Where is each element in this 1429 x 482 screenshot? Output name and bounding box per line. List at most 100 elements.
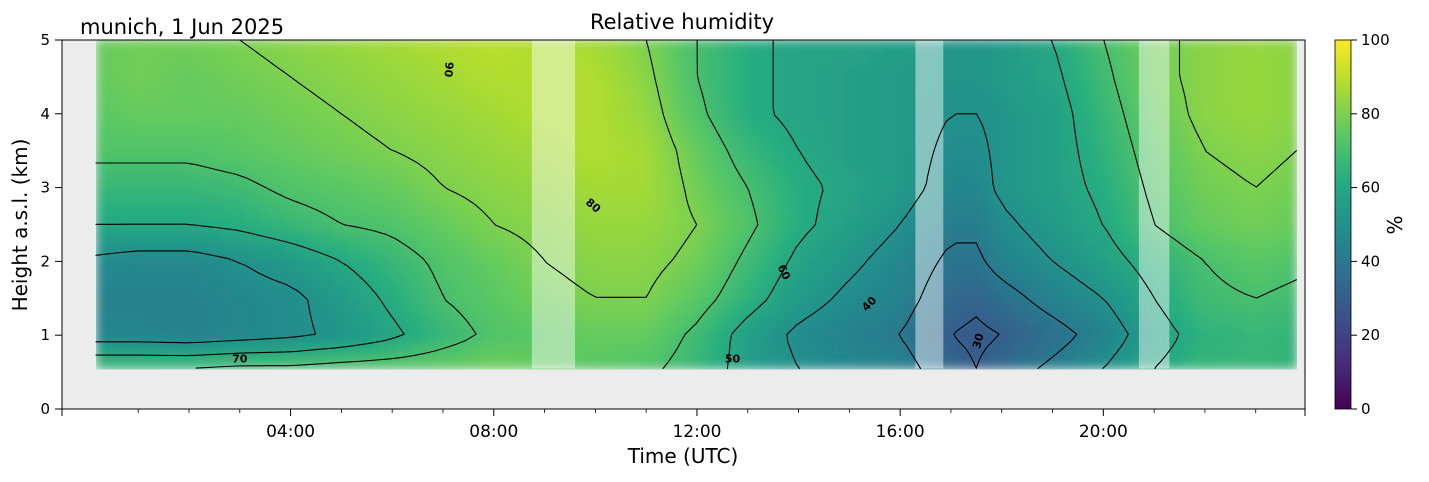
heat-cell xyxy=(783,67,797,82)
heat-cell xyxy=(1233,81,1247,96)
heat-cell xyxy=(971,40,985,55)
heat-cell xyxy=(683,286,697,301)
heat-cell xyxy=(346,176,360,192)
heat-cell xyxy=(396,272,410,287)
heat-cell xyxy=(533,341,547,356)
heat-cell xyxy=(121,258,135,274)
heat-cell xyxy=(908,327,922,342)
heat-cell xyxy=(183,245,197,260)
heat-cell xyxy=(521,217,535,233)
heat-cell xyxy=(1258,190,1272,205)
heat-cell xyxy=(446,67,460,82)
heat-cell xyxy=(871,135,885,151)
heat-cell xyxy=(633,53,647,68)
heat-cell xyxy=(708,231,722,246)
heat-cell xyxy=(821,149,835,164)
heat-cell xyxy=(1033,108,1047,123)
heat-cell xyxy=(1208,40,1222,55)
heat-cell xyxy=(933,81,947,96)
heat-cell xyxy=(1121,149,1135,164)
heat-cell xyxy=(433,108,447,123)
heat-cell xyxy=(633,40,647,55)
heat-cell xyxy=(646,108,660,123)
heat-cell xyxy=(446,108,460,123)
heat-cell xyxy=(783,122,797,137)
heat-cell xyxy=(1083,67,1097,82)
heat-cell xyxy=(983,217,997,233)
heat-cell xyxy=(1046,163,1060,178)
heat-cell xyxy=(871,163,885,178)
heat-cell xyxy=(1133,327,1147,342)
heat-cell xyxy=(321,245,335,260)
heat-cell xyxy=(1196,245,1210,260)
heat-cell xyxy=(508,272,522,287)
heat-cell xyxy=(946,108,960,123)
heat-cell xyxy=(1021,299,1035,315)
heat-cell xyxy=(946,67,960,82)
heat-cell xyxy=(733,258,747,274)
heat-cell xyxy=(458,327,472,342)
heat-cell xyxy=(146,204,160,219)
heat-cell xyxy=(1058,286,1072,301)
heat-cell xyxy=(396,94,410,110)
heat-cell xyxy=(471,149,485,164)
heat-cell xyxy=(1283,354,1297,370)
heat-cell xyxy=(446,245,460,260)
heat-cell xyxy=(246,258,260,274)
heat-cell xyxy=(583,163,597,178)
heat-cell xyxy=(633,81,647,96)
heat-cell xyxy=(708,354,722,370)
heat-cell xyxy=(683,40,697,55)
heat-cell xyxy=(483,341,497,356)
heat-cell xyxy=(883,354,897,370)
heat-cell xyxy=(958,149,972,164)
heat-cell xyxy=(558,67,572,82)
heat-cell xyxy=(371,217,385,233)
heat-cell xyxy=(508,286,522,301)
heat-cell xyxy=(771,67,785,82)
heat-cell xyxy=(808,40,822,55)
heat-cell xyxy=(946,190,960,205)
heat-cell xyxy=(508,81,522,96)
heat-cell xyxy=(633,176,647,192)
heat-cell xyxy=(496,67,510,82)
heat-cell xyxy=(196,94,210,110)
heat-cell xyxy=(546,163,560,178)
heat-cell xyxy=(1158,313,1172,328)
heat-cell xyxy=(158,327,172,342)
heat-cell xyxy=(346,40,360,55)
heat-cell xyxy=(283,176,297,192)
heat-cell xyxy=(421,176,435,192)
heat-cell xyxy=(1171,53,1185,68)
heat-cell xyxy=(1046,149,1060,164)
heat-cell xyxy=(1171,135,1185,151)
heat-cell xyxy=(696,313,710,328)
heat-cell xyxy=(208,299,222,315)
heat-cell xyxy=(783,163,797,178)
heat-cell xyxy=(658,135,672,151)
heat-cell xyxy=(558,204,572,219)
heat-cell xyxy=(158,40,172,55)
heat-cell xyxy=(646,122,660,137)
heat-cell xyxy=(471,163,485,178)
heat-cell xyxy=(1208,245,1222,260)
heat-cell xyxy=(1208,122,1222,137)
heat-cell xyxy=(1108,217,1122,233)
heat-cell xyxy=(1246,81,1260,96)
heat-cell xyxy=(908,258,922,274)
heat-cell xyxy=(933,327,947,342)
heat-cell xyxy=(1071,108,1085,123)
heat-cell xyxy=(821,81,835,96)
heat-cell xyxy=(471,217,485,233)
heat-cell xyxy=(371,245,385,260)
heat-cell xyxy=(796,204,810,219)
heat-cell xyxy=(608,217,622,233)
heat-cell xyxy=(1246,94,1260,110)
heat-cell xyxy=(508,354,522,370)
heat-cell xyxy=(1171,299,1185,315)
heat-cell xyxy=(1271,190,1285,205)
heat-cell xyxy=(133,81,147,96)
heat-cell xyxy=(1183,204,1197,219)
heat-cell xyxy=(233,245,247,260)
heat-cell xyxy=(321,313,335,328)
